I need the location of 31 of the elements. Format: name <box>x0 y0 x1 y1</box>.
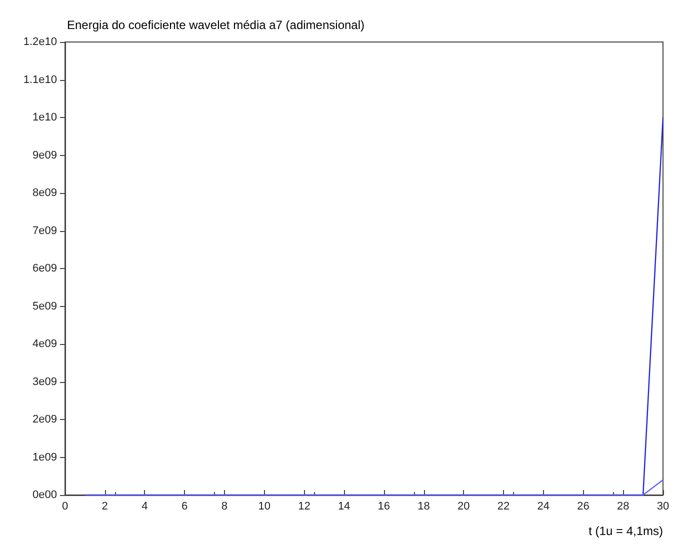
y-tick-label: 1e10 <box>32 112 57 124</box>
x-tick-label: 10 <box>258 500 270 512</box>
y-tick-label: 6e09 <box>32 262 57 274</box>
x-tick-label: 0 <box>62 500 68 512</box>
x-tick-label: 2 <box>102 500 108 512</box>
y-tick-label: 4e09 <box>32 338 57 350</box>
y-tick-label: 5e09 <box>32 300 57 312</box>
x-tick-label: 26 <box>577 500 590 512</box>
x-tick-label: 20 <box>458 500 470 512</box>
x-tick-label: 30 <box>656 500 670 512</box>
x-tick-label: 6 <box>182 500 188 512</box>
x-axis-title: t (1u = 4,1ms) <box>588 524 663 538</box>
x-tick-label: 18 <box>418 500 430 512</box>
y-tick-label: 0e00 <box>32 489 57 501</box>
y-tick-label: 2e09 <box>32 414 57 426</box>
x-tick-label: 16 <box>378 500 390 512</box>
x-tick-label: 24 <box>537 500 550 512</box>
y-tick-label: 3e09 <box>32 376 57 388</box>
y-tick-label: 9e09 <box>32 149 57 162</box>
x-tick-label: 12 <box>298 500 310 512</box>
x-tick-label: 14 <box>338 500 350 512</box>
y-tick-label: 7e09 <box>32 224 57 237</box>
y-tick-label: 1e09 <box>32 451 57 464</box>
x-tick-label: 28 <box>617 500 630 512</box>
y-tick-label: 1.1e10 <box>23 74 57 86</box>
y-tick-label: 1.2e10 <box>23 36 57 48</box>
x-tick-label: 4 <box>142 500 148 512</box>
x-tick-label: 22 <box>497 500 510 512</box>
x-tick-label: 8 <box>221 500 228 512</box>
chart-title: Energia do coeficiente wavelet média a7 (adimensional) <box>67 18 365 32</box>
y-tick-label: 8e09 <box>32 187 57 199</box>
